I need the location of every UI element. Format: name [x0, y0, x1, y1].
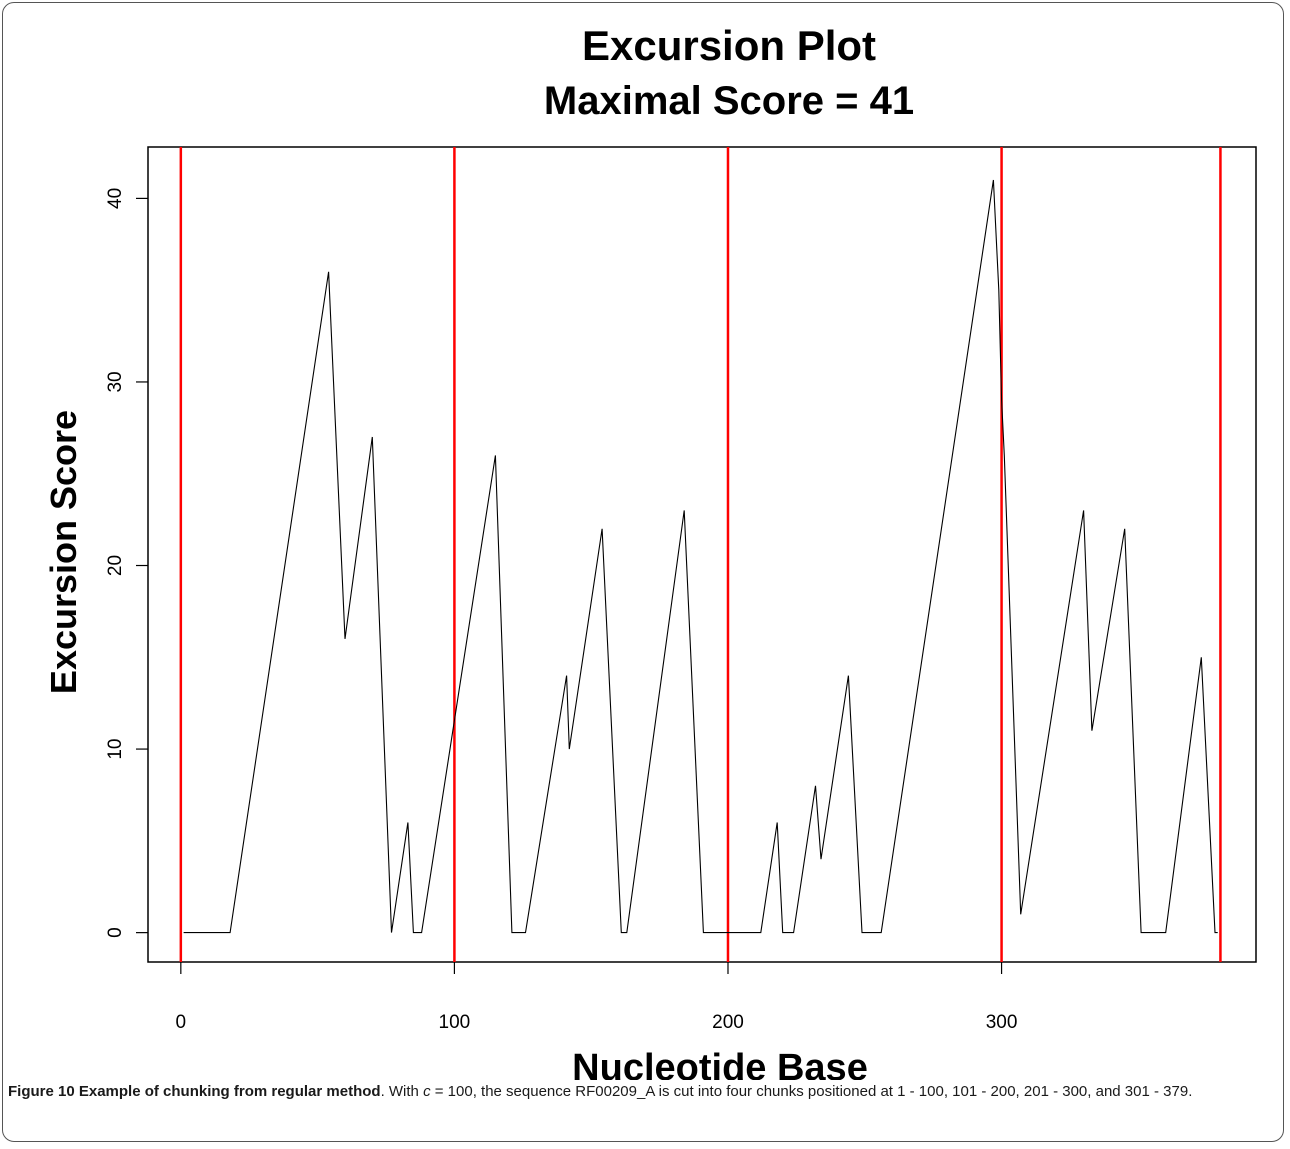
caption-text-before: . With: [380, 1083, 424, 1100]
x-tick-label-100: 100: [439, 1012, 471, 1033]
y-tick-label-0: 0: [105, 927, 126, 938]
excursion-series-line: [183, 179, 1218, 934]
caption-text-after: = 100, the sequence RF00209_A is cut int…: [430, 1083, 1193, 1100]
caption-variable: c: [423, 1083, 431, 1100]
y-tick-label-40: 40: [105, 188, 126, 209]
y-axis-label: Excursion Score: [43, 410, 84, 694]
y-axis: 0 10 20 30 40: [105, 188, 148, 938]
chunk-boundaries: [179, 147, 1222, 962]
y-tick-label-20: 20: [105, 555, 126, 576]
x-tick-label-200: 200: [712, 1012, 744, 1033]
x-axis: 0 100 200 300: [176, 962, 1018, 1033]
plot-area-box: [147, 146, 1257, 963]
chart-subtitle: Maximal Score = 41: [544, 79, 914, 123]
x-axis-label: Nucleotide Base: [572, 1047, 868, 1080]
y-tick-label-30: 30: [105, 371, 126, 392]
excursion-plot: Excursion Plot Maximal Score = 41 0 100 20…: [43, 22, 1257, 1080]
caption-label: Figure 10 Example of chunking from regul…: [8, 1083, 381, 1100]
y-tick-label-10: 10: [105, 739, 126, 760]
x-tick-label-0: 0: [176, 1012, 187, 1033]
x-tick-label-300: 300: [986, 1012, 1018, 1033]
chart-title: Excursion Plot: [582, 22, 876, 69]
figure-caption: Figure 10 Example of chunking from regul…: [8, 1081, 1280, 1102]
